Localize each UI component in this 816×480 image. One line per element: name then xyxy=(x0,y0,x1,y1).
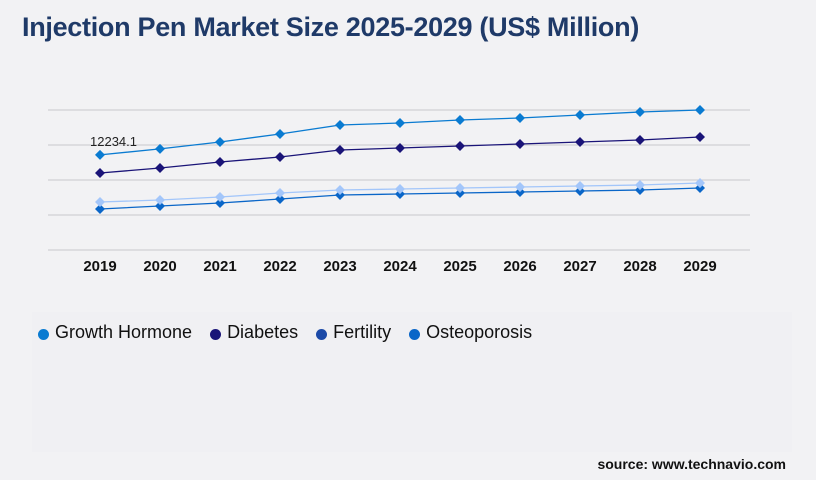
series-line xyxy=(99,136,701,174)
chart-title: Injection Pen Market Size 2025-2029 (US$… xyxy=(22,12,640,42)
legend-marker-icon xyxy=(210,329,222,340)
data-point xyxy=(455,183,465,194)
data-point xyxy=(95,197,105,208)
data-point xyxy=(395,143,405,154)
legend-item: Growth Hormone xyxy=(38,322,192,343)
x-tick-label: 2025 xyxy=(443,258,476,275)
line-chart: 2019 2020 2021 2022 2023 2024 2025 2026 2027 2028… xyxy=(48,105,750,275)
data-point xyxy=(215,157,225,168)
data-point xyxy=(155,201,165,212)
legend-item: Fertility xyxy=(316,322,391,343)
source-note: source: www.technavio.com xyxy=(597,456,786,472)
legend-marker-icon xyxy=(409,329,421,340)
data-point xyxy=(575,185,585,196)
data-point xyxy=(695,105,705,115)
data-point xyxy=(215,197,225,208)
data-point xyxy=(455,115,465,126)
legend-item: Diabetes xyxy=(210,322,298,343)
legend: Growth Hormone Diabetes Fertility Osteoporo… xyxy=(38,322,532,343)
data-point xyxy=(275,194,285,205)
data-point xyxy=(335,185,345,196)
x-tick-label: 2022 xyxy=(263,258,296,275)
x-tick-label: 2019 xyxy=(83,258,116,275)
data-point xyxy=(515,187,525,198)
data-point xyxy=(515,182,525,192)
data-point xyxy=(335,145,345,156)
data-point xyxy=(575,110,585,121)
data-point xyxy=(155,194,165,205)
legend-marker-icon xyxy=(316,329,328,340)
data-point xyxy=(695,131,705,142)
data-point xyxy=(635,134,645,145)
data-point xyxy=(395,189,405,199)
data-point xyxy=(275,152,285,163)
x-tick-label: 2028 xyxy=(623,258,656,275)
legend-label: Fertility xyxy=(333,322,392,342)
data-point xyxy=(95,204,105,215)
data-point xyxy=(335,120,345,131)
data-point xyxy=(275,129,285,140)
data-point xyxy=(95,149,105,160)
legend-label: Osteoporosis xyxy=(426,322,533,342)
x-tick-label: 2027 xyxy=(563,258,596,275)
data-point xyxy=(215,192,225,203)
data-point xyxy=(575,180,585,191)
data-point xyxy=(155,162,165,173)
data-point xyxy=(335,190,345,201)
data-point xyxy=(635,180,645,191)
legend-label: Diabetes xyxy=(227,322,299,342)
data-point xyxy=(395,183,405,194)
x-tick-label: 2026 xyxy=(503,258,536,275)
data-point xyxy=(515,113,525,124)
data-label: 12234.1 xyxy=(90,134,137,149)
x-tick-label: 2021 xyxy=(203,258,236,275)
x-tick-label: 2023 xyxy=(323,258,356,275)
x-tick-label: 2020 xyxy=(143,258,176,275)
x-tick-label: 2024 xyxy=(383,258,417,275)
data-point xyxy=(635,185,645,196)
data-point xyxy=(695,178,705,189)
data-point xyxy=(275,187,285,198)
data-point xyxy=(215,136,225,147)
data-point xyxy=(395,117,405,128)
data-point xyxy=(635,106,645,117)
legend-label: Growth Hormone xyxy=(55,322,193,342)
data-point xyxy=(155,143,165,154)
data-point xyxy=(515,138,525,149)
data-point xyxy=(575,136,585,147)
x-tick-label: 2029 xyxy=(683,258,716,275)
data-point xyxy=(695,183,705,194)
legend-item: Osteoporosis xyxy=(409,322,532,343)
data-point xyxy=(455,141,465,152)
legend-marker-icon xyxy=(38,329,49,340)
data-point xyxy=(95,168,105,178)
